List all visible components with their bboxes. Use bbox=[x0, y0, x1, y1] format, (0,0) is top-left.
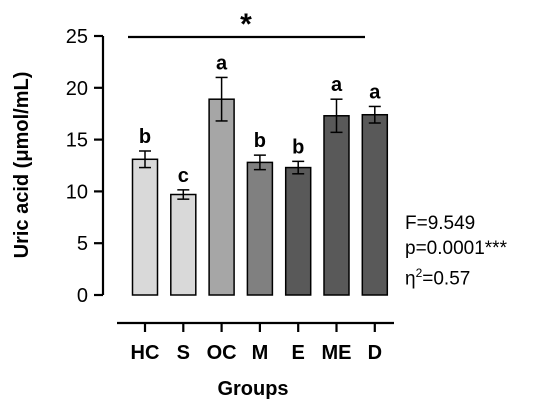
eta-symbol: η bbox=[405, 268, 416, 290]
x-tick-label: E bbox=[292, 342, 305, 364]
p-value: p=0.0001*** bbox=[405, 238, 507, 259]
eta-value: =0.57 bbox=[422, 268, 471, 290]
x-axis-title: Groups bbox=[217, 378, 288, 400]
bar-m bbox=[246, 161, 274, 296]
labels: b HC c Sa OC b Mb Ea ME a D Groups bbox=[131, 52, 382, 400]
y-tick-label: 25 bbox=[66, 26, 88, 48]
significance-letter: c bbox=[178, 165, 189, 187]
significance-letter: b bbox=[292, 136, 304, 158]
f-statistic: F=9.549 bbox=[405, 213, 476, 234]
bar-s bbox=[170, 193, 197, 296]
y-tick-label: 5 bbox=[77, 233, 88, 255]
y-axis-title: Uric acid (μmol/mL) bbox=[11, 72, 33, 259]
significance-letter: b bbox=[139, 126, 151, 148]
x-tick-label: HC bbox=[131, 342, 160, 364]
y-tick-label: 0 bbox=[77, 285, 88, 307]
x-tick-label: ME bbox=[322, 342, 352, 364]
eta-superscript: 2 bbox=[415, 266, 423, 280]
bar-hc bbox=[131, 158, 159, 296]
bars bbox=[131, 76, 389, 296]
x-tick-label: OC bbox=[207, 342, 237, 364]
x-tick-label: D bbox=[368, 342, 382, 364]
bar-oc bbox=[208, 98, 235, 296]
eta-squared: η2=0.57 bbox=[405, 266, 470, 290]
significance-letter: b bbox=[254, 130, 266, 152]
bar-e bbox=[284, 166, 312, 296]
x-tick-label: S bbox=[177, 342, 190, 364]
axes: 0 5 10 15 20 25 Uric acid (μmol/mL) * bbox=[11, 8, 394, 332]
bar-d bbox=[361, 113, 389, 296]
x-tick-label: M bbox=[252, 342, 269, 364]
significance-marker: * bbox=[240, 8, 252, 41]
y-tick-label: 15 bbox=[66, 130, 88, 152]
significance-letter: a bbox=[216, 52, 228, 74]
significance-letter: a bbox=[331, 74, 343, 96]
significance-letter: a bbox=[369, 81, 381, 103]
y-tick-label: 20 bbox=[66, 78, 88, 100]
bar-me bbox=[323, 115, 350, 296]
y-tick-label: 10 bbox=[66, 181, 88, 203]
